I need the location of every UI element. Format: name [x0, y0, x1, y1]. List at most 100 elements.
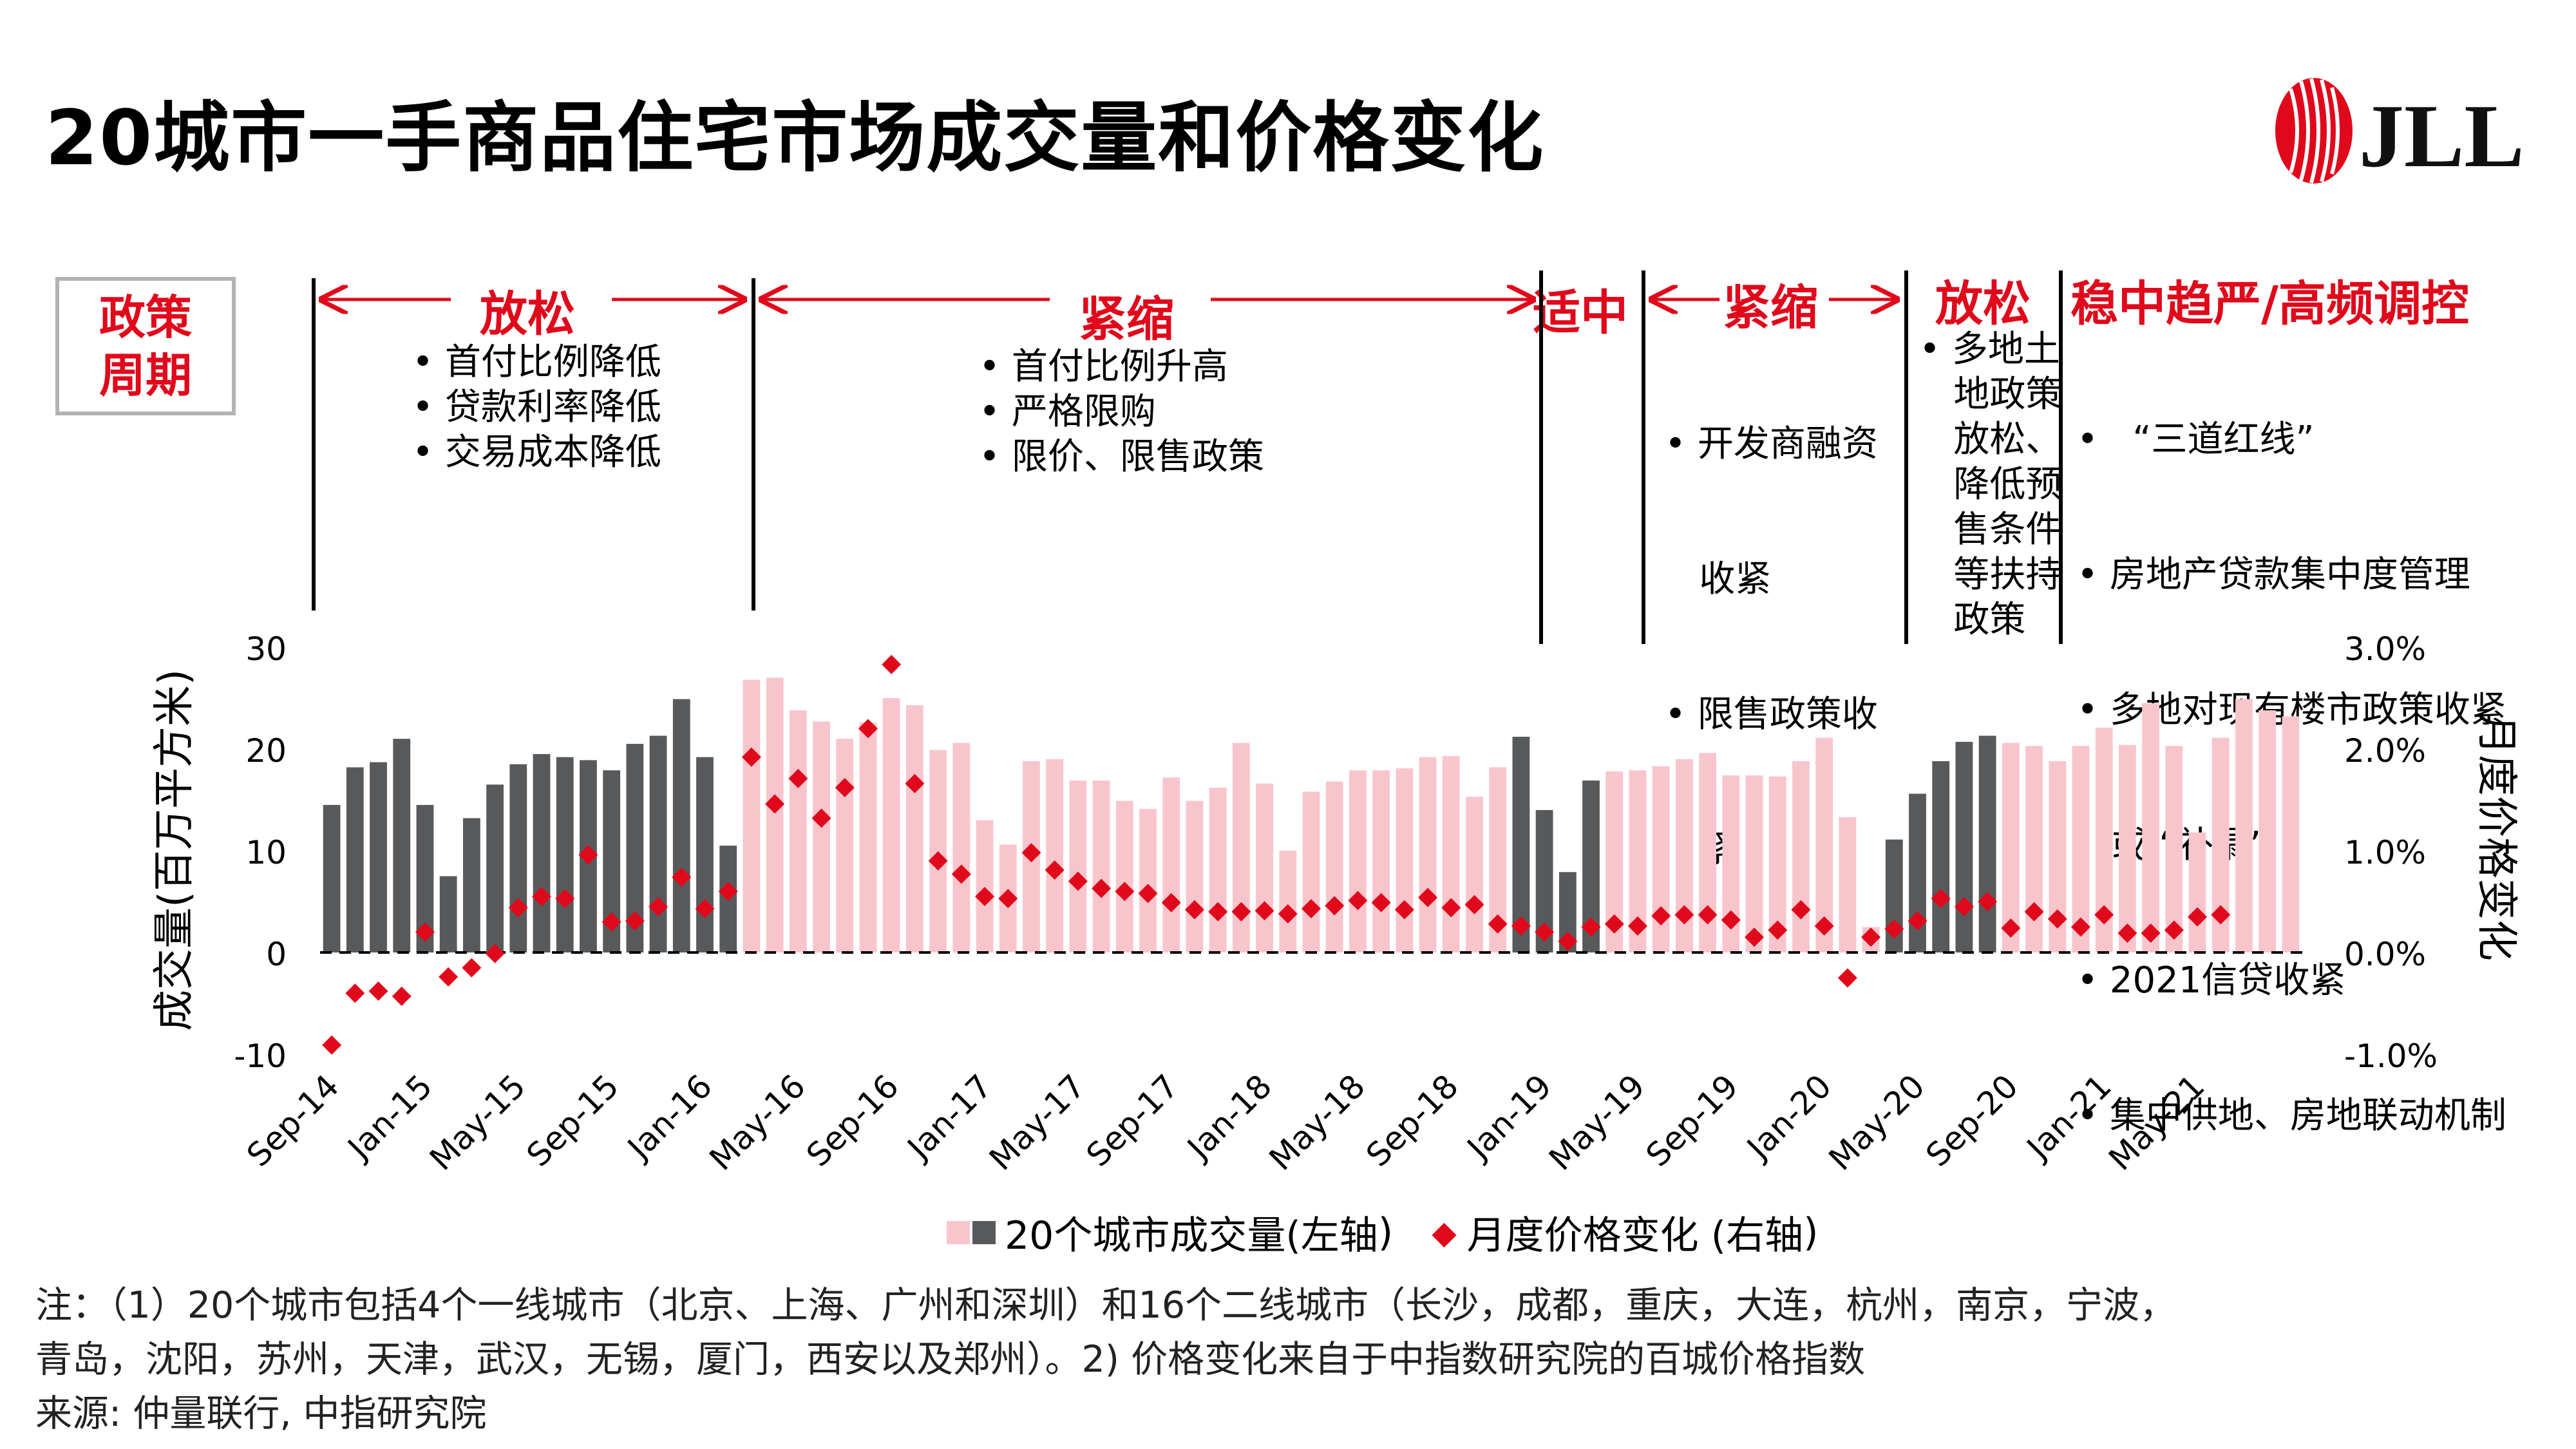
phase-5-bullet-7: 政策: [1919, 599, 2026, 641]
price-change-point: [2094, 905, 2114, 925]
volume-bar: [1349, 770, 1367, 952]
jll-logo-text: JLL: [2359, 86, 2524, 185]
price-change-point: [2117, 923, 2137, 943]
phase-2-bullets: • 首付比例升高 • 严格限购 • 限价、限售政策: [979, 345, 1264, 480]
price-change-point: [2188, 907, 2208, 927]
price-change-point: [1394, 900, 1414, 920]
price-change-point: [1464, 895, 1484, 914]
price-change-point: [2070, 917, 2090, 937]
phase-title-6: 稳中趋严/高频调控: [2070, 265, 2470, 334]
price-change-point: [1698, 905, 1718, 925]
price-change-point: [1604, 914, 1624, 934]
volume-bar: [462, 818, 480, 952]
legend-volume-close: ): [1378, 1209, 1394, 1255]
price-change-point: [485, 943, 505, 963]
price-change-point: [1627, 916, 1647, 936]
price-change-point: [951, 864, 971, 884]
price-change-point: [788, 768, 808, 788]
price-change-point: [462, 958, 482, 978]
volume-bar: [1419, 757, 1437, 952]
phase-4-bullet-3: • 限售政策收: [1665, 694, 1878, 735]
x-axis-tick-label: May-21: [2101, 1067, 2211, 1177]
price-change-point: [718, 882, 738, 902]
volume-bar: [1396, 768, 1414, 952]
phase-title-2: 紧缩: [1072, 281, 1180, 350]
left-axis-tick-label: 20: [245, 732, 287, 770]
right-axis-tick-label: 2.0%: [2344, 732, 2426, 770]
price-change-point: [975, 887, 995, 907]
price-change-point: [345, 983, 365, 1003]
volume-bar: [1932, 761, 1950, 952]
volume-bar: [1442, 756, 1460, 952]
price-change-point: [1674, 905, 1694, 925]
price-change-point: [1184, 900, 1204, 920]
phase-5-bullet-3: 放松、: [1919, 419, 2062, 460]
jll-logo: JLL: [2275, 78, 2524, 185]
left-axis-tick-label: 10: [245, 834, 287, 871]
price-change-point: [1161, 893, 1181, 913]
price-change-point: [765, 794, 785, 814]
price-change-point: [1768, 920, 1788, 940]
price-change-point: [508, 898, 528, 918]
left-axis-tick-label: 0: [266, 936, 287, 973]
price-change-point: [1441, 898, 1461, 918]
volume-bar: [1256, 783, 1273, 952]
price-change-point: [601, 912, 621, 932]
volume-bar: [393, 739, 411, 952]
volume-bar: [2235, 699, 2253, 952]
phase-6-bullet-6: • 集中供地、房地联动机制: [2077, 1095, 2506, 1137]
volume-bar: [1162, 777, 1180, 952]
x-axis-tick-label: May-15: [422, 1067, 533, 1177]
volume-bar: [882, 698, 900, 952]
volume-bar: [2282, 716, 2300, 952]
policy-cycle-label: 政策 周期: [55, 277, 236, 415]
phase-4-bullet-2: 收紧: [1665, 558, 1772, 600]
price-change-point: [1978, 892, 1998, 911]
price-change-point: [1021, 843, 1041, 863]
volume-bar: [346, 767, 364, 952]
volume-bar: [2165, 746, 2183, 952]
volume-bar: [370, 762, 387, 952]
price-change-point: [1791, 900, 1811, 920]
right-axis-tick-label: 0.0%: [2344, 936, 2426, 973]
policy-label-line-1: 政策: [99, 290, 192, 345]
price-change-point: [2211, 905, 2231, 925]
phase-2-bullet-1: • 首付比例升高: [979, 346, 1228, 388]
price-change-point: [392, 986, 412, 1006]
x-axis-tick-label: May-17: [982, 1067, 1092, 1177]
volume-bar: [743, 679, 761, 952]
volume-bar: [2142, 703, 2160, 952]
phase-5-bullets: • 多地土 地政策 放松、 降低预 售条件 等扶持 政策: [1919, 327, 2061, 643]
price-change-point: [1302, 899, 1321, 919]
price-change-point: [1581, 917, 1601, 937]
price-change-point: [1255, 901, 1274, 921]
price-change-point: [322, 1035, 342, 1055]
volume-bar: [1046, 759, 1064, 952]
price-change-point: [1861, 927, 1881, 947]
volume-bar: [1955, 741, 1973, 952]
volume-bar: [1186, 800, 1204, 952]
legend-price-label: 月度价格变化 (右轴: [1466, 1213, 1804, 1258]
price-change-point: [1045, 860, 1065, 880]
price-change-point: [439, 967, 459, 987]
price-change-point: [625, 911, 645, 931]
price-change-point: [415, 922, 435, 942]
price-change-point: [1138, 884, 1158, 904]
price-change-point: [1348, 891, 1368, 911]
left-axis-tick-label: -10: [234, 1037, 287, 1075]
right-axis-tick-label: 3.0%: [2344, 630, 2426, 668]
volume-bar: [1115, 800, 1133, 952]
price-change-point: [858, 719, 878, 739]
price-change-point: [1488, 914, 1508, 934]
phase-5-bullet-6: 等扶持: [1919, 554, 2062, 596]
phase-1-bullets: • 首付比例降低 • 贷款利率降低 • 交易成本降低: [412, 340, 661, 475]
price-change-point: [1931, 889, 1951, 909]
price-change-point: [811, 808, 831, 828]
footnote-line-2: 青岛，沈阳，苏州，天津，武汉，无锡，厦门，西安以及郑州）。2) 价格变化来自于中…: [35, 1338, 1866, 1381]
phase-6-bullet-2: • 房地产贷款集中度管理: [2077, 554, 2470, 596]
price-change-point: [1371, 893, 1391, 913]
x-axis-tick-label: Sep-17: [1079, 1067, 1186, 1173]
price-change-point: [1115, 882, 1135, 902]
price-change-point: [882, 654, 902, 674]
volume-bar: [1839, 817, 1857, 952]
